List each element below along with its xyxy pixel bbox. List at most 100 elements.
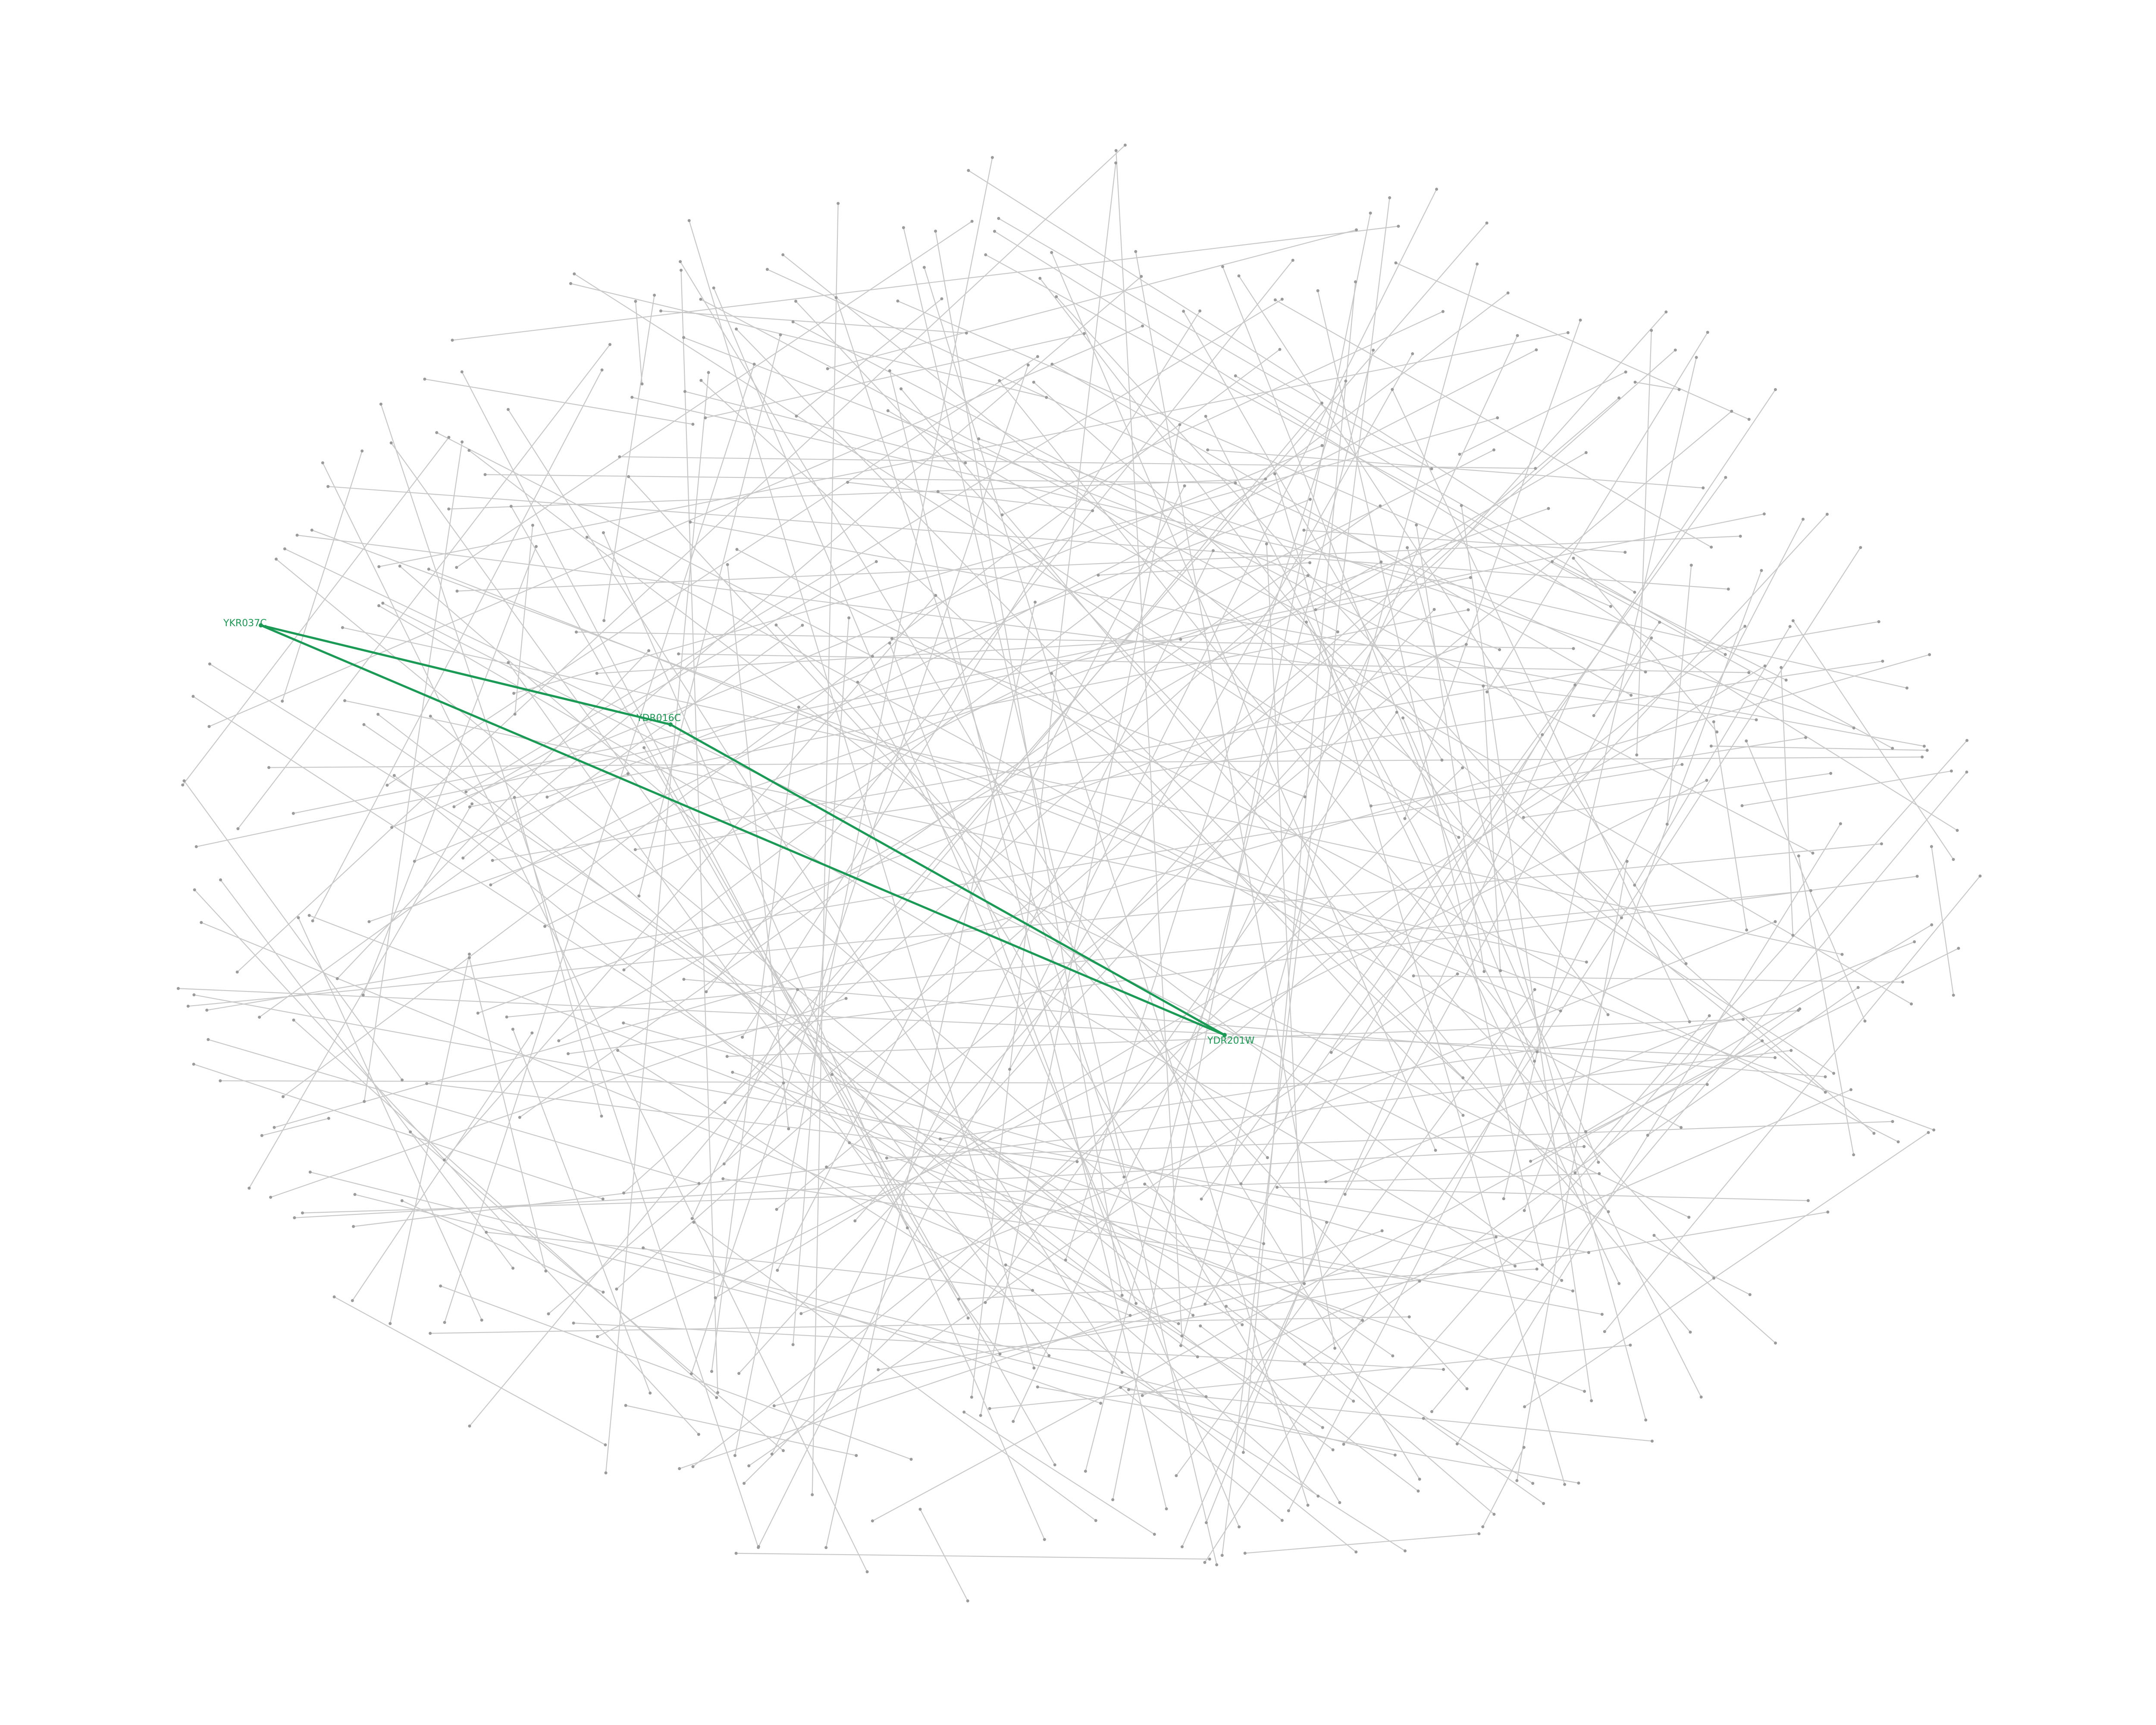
node-label-ykr037c: YKR037C	[223, 618, 267, 629]
background-node	[1829, 772, 1833, 775]
background-node	[622, 1021, 625, 1025]
background-edge	[826, 1167, 1602, 1315]
background-node	[1485, 221, 1489, 225]
background-node	[1523, 1405, 1526, 1408]
background-edge	[683, 979, 1826, 1077]
node-ykr037c[interactable]	[259, 623, 263, 627]
background-edge	[924, 267, 1309, 1505]
background-node	[192, 1063, 195, 1066]
background-node	[200, 921, 203, 924]
background-node	[1435, 188, 1438, 191]
background-edge	[410, 1131, 784, 1451]
background-node	[1531, 1482, 1535, 1485]
background-node	[1658, 621, 1661, 624]
background-node	[855, 1454, 858, 1457]
background-edge	[738, 609, 1435, 1374]
background-node	[642, 1246, 645, 1250]
background-node	[1265, 542, 1268, 546]
background-edge	[985, 254, 1893, 749]
node-ydr016c[interactable]	[668, 722, 673, 727]
background-node	[988, 1407, 991, 1410]
background-edge	[1204, 547, 1861, 1563]
background-node	[779, 333, 782, 336]
background-node	[1369, 211, 1372, 215]
background-edge	[1461, 505, 1592, 1401]
background-edge	[742, 310, 1200, 1038]
background-edge	[414, 773, 628, 862]
background-edge	[1275, 299, 1712, 548]
background-edge	[795, 301, 1714, 1279]
background-node	[572, 1321, 575, 1325]
background-node	[1492, 448, 1495, 452]
background-node	[1606, 1013, 1610, 1016]
background-node	[602, 619, 606, 622]
background-edge	[545, 449, 1494, 927]
background-node	[909, 1458, 913, 1461]
background-node	[1802, 518, 1805, 521]
background-node	[1418, 1280, 1421, 1283]
background-node	[966, 1599, 969, 1603]
background-node	[801, 624, 804, 627]
background-edge	[328, 486, 1729, 590]
background-node	[489, 883, 492, 887]
background-node	[1825, 513, 1829, 516]
background-node	[1036, 355, 1039, 358]
background-node	[1200, 1197, 1203, 1201]
background-node	[1597, 1160, 1600, 1164]
background-edge	[485, 474, 1236, 484]
background-node	[193, 888, 196, 891]
background-edge	[635, 661, 1883, 850]
background-node	[1476, 262, 1479, 266]
background-edge	[1238, 276, 1687, 964]
background-node	[697, 1182, 701, 1185]
background-edge	[506, 890, 1811, 1018]
background-node	[513, 796, 516, 799]
background-node	[181, 783, 185, 787]
background-node	[442, 1158, 446, 1162]
background-node	[1122, 1175, 1126, 1179]
background-edge	[1395, 262, 1749, 420]
background-node	[970, 220, 974, 223]
background-node	[1075, 1160, 1079, 1164]
background-node	[186, 1004, 190, 1008]
background-node	[1440, 759, 1444, 762]
background-node	[427, 568, 430, 571]
background-edge	[1574, 1015, 1710, 1173]
background-edge	[1482, 686, 1501, 971]
background-node	[1179, 638, 1182, 641]
node-ydr201w[interactable]	[1222, 1033, 1227, 1037]
background-node	[435, 431, 439, 434]
background-node	[1516, 334, 1519, 337]
background-node	[1932, 1128, 1936, 1132]
background-edge	[378, 714, 1333, 1450]
background-edge	[1391, 389, 1690, 1022]
background-node	[1191, 1314, 1195, 1317]
background-node	[1128, 1314, 1132, 1317]
background-node	[476, 1011, 479, 1015]
background-node	[1043, 1538, 1046, 1541]
background-node	[1465, 1387, 1469, 1390]
background-node	[1609, 605, 1612, 608]
background-edge	[887, 410, 1912, 1004]
background-edge	[1222, 198, 1390, 1556]
background-node	[737, 1372, 741, 1375]
background-node	[281, 699, 284, 703]
background-node	[1780, 666, 1783, 669]
background-node	[400, 1199, 404, 1202]
background-node	[1965, 770, 1968, 774]
background-node	[714, 1296, 717, 1299]
background-node	[236, 827, 240, 831]
background-node	[1338, 1501, 1341, 1504]
edge-ykr037c-ydr016c	[260, 624, 671, 726]
background-edge	[401, 1200, 604, 1293]
background-node	[398, 565, 401, 568]
background-edge	[270, 998, 846, 1198]
background-node	[1114, 161, 1118, 165]
background-node	[997, 217, 1000, 220]
background-node	[1852, 1153, 1855, 1157]
background-node	[902, 226, 905, 229]
background-node	[993, 229, 996, 233]
background-edge	[985, 712, 1398, 1303]
background-node	[1467, 608, 1470, 612]
background-node	[507, 661, 510, 664]
